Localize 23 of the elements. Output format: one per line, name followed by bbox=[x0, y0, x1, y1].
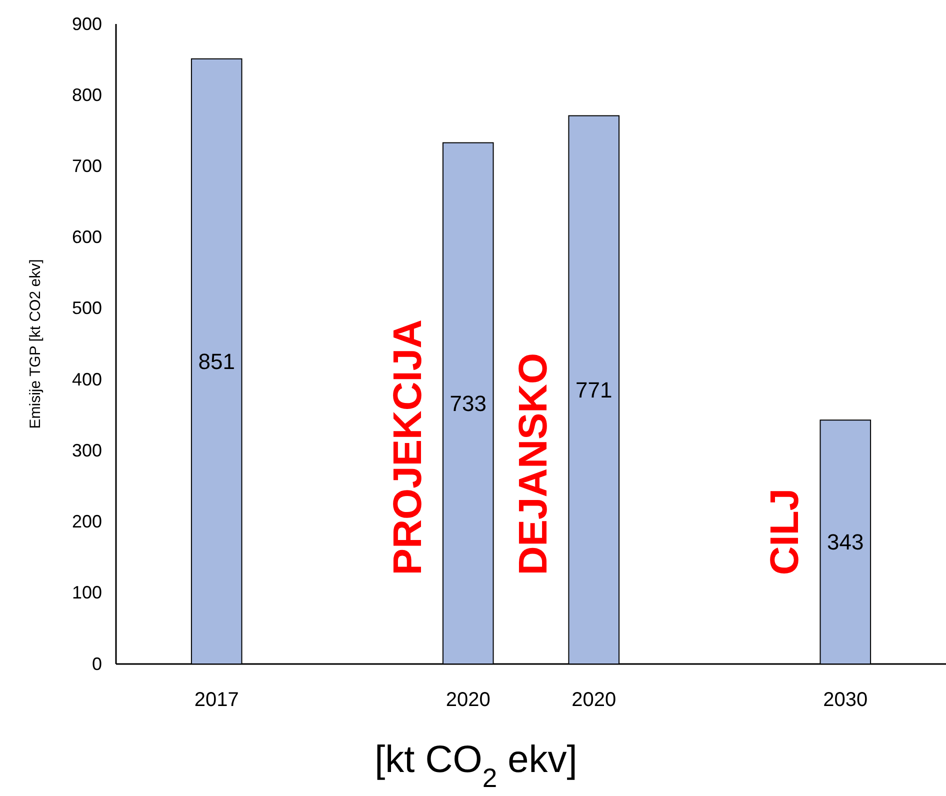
x-tick-label: 2017 bbox=[194, 689, 239, 712]
y-tick-label: 0 bbox=[92, 654, 102, 674]
annotation: PROJEKCIJA bbox=[386, 319, 430, 576]
y-axis-title: Emisije TGP [kt CO2 ekv] bbox=[27, 259, 44, 429]
y-tick-label: 700 bbox=[72, 156, 102, 176]
y-tick-label: 900 bbox=[72, 14, 102, 34]
y-tick-label: 100 bbox=[72, 582, 102, 603]
data-label: 771 bbox=[576, 377, 612, 402]
x-tick-label: 2020 bbox=[572, 689, 616, 712]
x-tick-label: 2030 bbox=[823, 689, 868, 712]
y-tick-label: 300 bbox=[72, 440, 102, 460]
annotation: CILJ bbox=[763, 488, 808, 576]
y-tick-label: 200 bbox=[72, 512, 102, 532]
y-tick-label: 400 bbox=[72, 369, 102, 390]
data-label: 851 bbox=[198, 348, 235, 374]
annotation: DEJANSKO bbox=[512, 352, 556, 576]
y-tick-label: 600 bbox=[72, 227, 102, 248]
data-label: 343 bbox=[827, 530, 864, 555]
y-tick-label: 500 bbox=[72, 298, 102, 318]
y-tick-label: 800 bbox=[72, 84, 102, 105]
x-axis-title: [kt CO$_{2}$ ekv] bbox=[374, 739, 578, 793]
data-label: 733 bbox=[450, 390, 486, 416]
x-tick-label: 2020 bbox=[446, 689, 490, 712]
